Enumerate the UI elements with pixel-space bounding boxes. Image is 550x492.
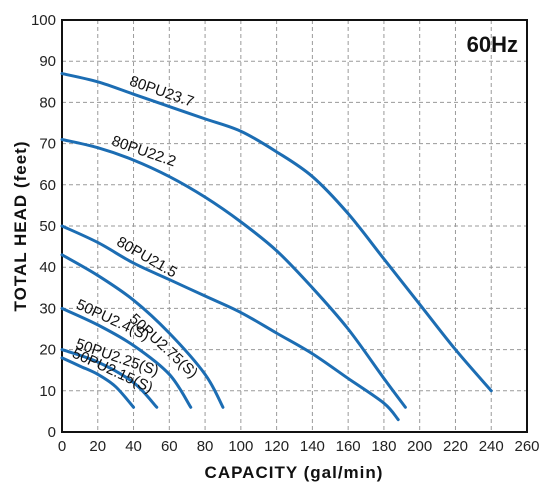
y-tick-label: 10 (39, 383, 56, 400)
y-tick-label: 40 (39, 259, 56, 276)
x-tick-label: 140 (300, 438, 325, 455)
series-line (60, 306, 193, 409)
y-tick-label: 80 (39, 94, 56, 111)
x-tick-label: 160 (336, 438, 361, 455)
series-line (60, 253, 225, 409)
y-tick-label: 70 (39, 136, 56, 153)
series-line (60, 348, 159, 409)
x-axis-title: CAPACITY (gal/min) (205, 463, 384, 482)
y-tick-label: 50 (39, 218, 56, 235)
x-tick-label: 260 (514, 438, 539, 455)
y-tick-label: 90 (39, 53, 56, 70)
series-line (60, 137, 407, 409)
x-tick-label: 220 (443, 438, 468, 455)
series-line (60, 356, 136, 409)
y-axis-ticks: 0 10 20 30 40 50 60 70 80 90 100 (31, 12, 56, 441)
y-tick-label: 20 (39, 342, 56, 359)
x-axis-ticks: 0 20 40 60 80 100 120 140 160 180 200 220 240 260 (58, 438, 540, 455)
chart-title: 60Hz (467, 32, 518, 57)
x-tick-label: 240 (479, 438, 504, 455)
y-tick-label: 30 (39, 300, 56, 317)
series-line (60, 72, 493, 393)
y-tick-label: 0 (48, 424, 56, 441)
x-tick-label: 60 (161, 438, 178, 455)
x-tick-label: 120 (264, 438, 289, 455)
y-axis-title: TOTAL HEAD (feet) (11, 141, 30, 312)
x-tick-label: 80 (197, 438, 214, 455)
x-tick-label: 20 (89, 438, 106, 455)
y-tick-label: 100 (31, 12, 56, 29)
y-tick-label: 60 (39, 177, 56, 194)
x-tick-label: 100 (228, 438, 253, 455)
x-tick-label: 200 (407, 438, 432, 455)
series-line (60, 224, 400, 422)
curve-group (60, 72, 493, 422)
x-tick-label: 180 (371, 438, 396, 455)
x-tick-label: 40 (125, 438, 142, 455)
x-tick-label: 0 (58, 438, 66, 455)
